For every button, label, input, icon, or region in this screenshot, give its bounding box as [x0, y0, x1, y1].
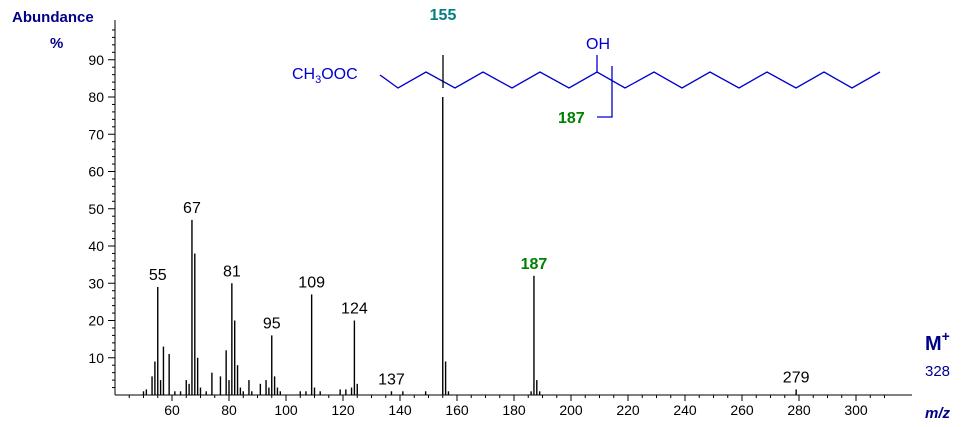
x-tick-label-300: 300 [844, 402, 868, 418]
x-tick-label-80: 80 [221, 402, 237, 418]
x-tick-label-120: 120 [331, 402, 355, 418]
x-tick-label-160: 160 [445, 402, 469, 418]
carbon-chain [379, 71, 881, 89]
y-tick-label-90: 90 [88, 52, 104, 68]
x-tick-label-220: 220 [616, 402, 640, 418]
peak-label-55: 55 [149, 267, 167, 284]
hydroxyl-label: OH [586, 36, 610, 53]
spectrum-peaks [142, 97, 797, 395]
peak-label-81: 81 [223, 263, 241, 280]
molecular-ion-symbol: M+ [925, 328, 950, 355]
y-tick-label-80: 80 [88, 89, 104, 105]
peak-label-109: 109 [298, 274, 325, 291]
x-tick-label-60: 60 [164, 402, 180, 418]
peak-label-279: 279 [783, 369, 810, 386]
molecular-ion-marker: M+ 328 [925, 328, 950, 380]
x-tick-label-140: 140 [388, 402, 412, 418]
x-tick-label-200: 200 [559, 402, 583, 418]
molecular-ion-value: 328 [925, 363, 950, 380]
peak-label-124: 124 [341, 301, 368, 318]
x-tick-label-100: 100 [274, 402, 298, 418]
y-axis-label-percent: % [50, 35, 63, 52]
x-tick-label-260: 260 [730, 402, 754, 418]
x-tick-label-180: 180 [502, 402, 526, 418]
peak-label-187: 187 [521, 256, 548, 273]
y-axis-title: Abundance % [12, 9, 94, 52]
y-tick-label-40: 40 [88, 238, 104, 254]
y-tick-label-20: 20 [88, 313, 104, 329]
peak-label-137: 137 [378, 371, 405, 388]
ester-group-label: CH3OOC [292, 66, 358, 86]
y-axis-label-abundance: Abundance [12, 9, 94, 26]
fragment-cleavage-bracket [597, 66, 613, 118]
y-tick-label-30: 30 [88, 275, 104, 291]
x-axis-ticks: 60 80 100 120 140 160 180 200 220 240 260 280 300 [128, 395, 885, 418]
y-tick-label-60: 60 [88, 164, 104, 180]
x-tick-label-240: 240 [673, 402, 697, 418]
x-axis-label: m/z [925, 405, 951, 422]
y-tick-label-50: 50 [88, 201, 104, 217]
peak-label-95: 95 [263, 315, 281, 332]
x-tick-label-280: 280 [787, 402, 811, 418]
top-label-155: 155 [430, 7, 457, 24]
peak-labels: 55 67 81 95 109 124 137 187 279 [149, 200, 810, 388]
y-tick-label-70: 70 [88, 126, 104, 142]
fragment-187-label: 187 [558, 110, 585, 127]
y-axis-ticks: 10 20 30 40 50 60 70 80 90 [88, 29, 115, 389]
peak-label-67: 67 [183, 200, 201, 217]
y-tick-label-10: 10 [88, 350, 104, 366]
molecular-structure: CH3OOC OH 187 [292, 36, 881, 127]
